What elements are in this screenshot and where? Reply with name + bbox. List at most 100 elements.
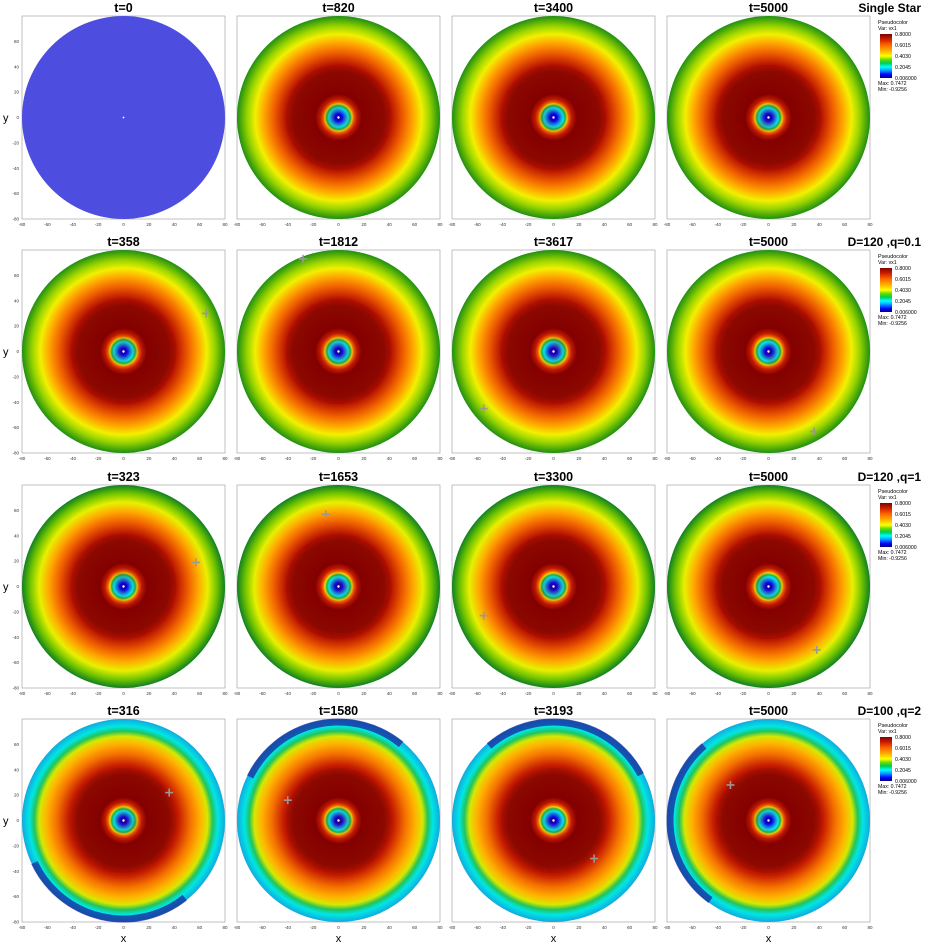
x-tick-label: -60 [259, 925, 266, 930]
legend-var: Var: vx1 [878, 26, 897, 32]
row-label: Single Star [858, 1, 921, 15]
legend-title: Pseudocolor [878, 20, 908, 26]
center-star [337, 350, 340, 353]
x-tick-label: 60 [197, 222, 203, 227]
x-tick-label: 60 [412, 222, 418, 227]
legend-min: Min: -0.9256 [878, 790, 907, 796]
y-tick-label: -20 [12, 140, 19, 145]
companion-marker [165, 788, 174, 797]
x-tick-label: -40 [499, 925, 506, 930]
x-tick-label: 80 [437, 691, 443, 696]
x-tick-label: 0 [122, 456, 125, 461]
outer-arc [486, 718, 644, 777]
x-tick-label: 80 [652, 222, 658, 227]
y-tick-label: 40 [14, 298, 20, 303]
colorbar-tick-label: 0.4030 [895, 757, 911, 763]
x-tick-label: -20 [525, 456, 532, 461]
y-tick-label: -40 [12, 635, 19, 640]
y-axis-label: y [3, 347, 9, 359]
x-tick-label: 0 [122, 222, 125, 227]
x-tick-label: 0 [122, 925, 125, 930]
center-star [552, 350, 555, 353]
y-tick-label: 60 [14, 273, 20, 278]
legend-var: Var: vx1 [878, 495, 897, 501]
x-tick-label: 60 [842, 691, 848, 696]
companion-marker [321, 510, 330, 519]
panel-title: t=5000 [749, 704, 788, 718]
x-tick-label: 60 [842, 222, 848, 227]
x-tick-label: -60 [689, 456, 696, 461]
panel: t=1812 -80 -60 -40 -20 0 20 40 60 80 [234, 235, 443, 461]
x-tick-label: -60 [474, 222, 481, 227]
center-star [767, 350, 770, 353]
x-tick-label: 60 [627, 691, 633, 696]
x-tick-label: 80 [222, 222, 228, 227]
x-tick-label: -20 [310, 222, 317, 227]
x-tick-label: -80 [664, 925, 671, 930]
panel-title: t=3617 [534, 235, 573, 249]
x-tick-label: 80 [652, 691, 658, 696]
colorbar-tick-label: 0.8000 [895, 32, 911, 38]
colorbar-tick-label: 0.4030 [895, 288, 911, 294]
x-axis-label: x [121, 933, 127, 944]
legend-var: Var: vx1 [878, 260, 897, 266]
x-tick-label: -20 [95, 456, 102, 461]
x-tick-label: -60 [689, 691, 696, 696]
legend-min: Min: -0.9256 [878, 87, 907, 93]
x-axis-label: x [336, 933, 342, 944]
x-tick-label: 60 [627, 456, 633, 461]
legend-var: Var: vx1 [878, 729, 897, 735]
x-tick-label: -60 [259, 691, 266, 696]
panel: t=5000 -80 -60 -40 -20 0 20 40 60 80 [664, 1, 873, 227]
y-tick-label: -80 [12, 920, 19, 925]
x-tick-label: 60 [627, 222, 633, 227]
center-star [767, 819, 770, 822]
x-tick-label: -20 [95, 691, 102, 696]
x-tick-label: 80 [652, 925, 658, 930]
center-star [767, 585, 770, 588]
x-tick-label: 0 [337, 691, 340, 696]
panel: t=3400 -80 -60 -40 -20 0 20 40 60 80 [449, 1, 658, 227]
x-tick-label: 0 [767, 456, 770, 461]
companion-marker [726, 780, 735, 789]
x-tick-label: -40 [714, 925, 721, 930]
x-tick-label: -80 [234, 925, 241, 930]
y-tick-label: -40 [12, 166, 19, 171]
legend-min: Min: -0.9256 [878, 556, 907, 562]
x-tick-label: 20 [791, 925, 797, 930]
x-tick-label: -40 [284, 691, 291, 696]
x-tick-label: -80 [449, 456, 456, 461]
colorbar [880, 34, 892, 78]
x-tick-label: 20 [146, 691, 152, 696]
x-tick-label: 40 [172, 691, 178, 696]
x-tick-label: 40 [817, 456, 823, 461]
panel: t=5000 -80 -60 -40 -20 0 20 40 60 80 x [664, 704, 873, 944]
colorbar-tick-label: 0.2045 [895, 65, 911, 71]
x-tick-label: 20 [576, 691, 582, 696]
x-tick-label: 60 [842, 925, 848, 930]
colorbar [880, 737, 892, 781]
y-tick-label: 0 [16, 349, 19, 354]
x-tick-label: -80 [234, 456, 241, 461]
x-tick-label: 40 [602, 925, 608, 930]
y-tick-label: -80 [12, 217, 19, 222]
x-tick-label: 20 [576, 222, 582, 227]
y-tick-label: 40 [14, 533, 20, 538]
colorbar-tick-label: 0.6015 [895, 512, 911, 518]
x-tick-label: -40 [284, 222, 291, 227]
x-tick-label: 40 [602, 222, 608, 227]
y-tick-label: -60 [12, 191, 19, 196]
y-tick-label: -80 [12, 686, 19, 691]
colorbar [880, 503, 892, 547]
y-axis-label: y [3, 816, 9, 828]
x-tick-label: -60 [474, 691, 481, 696]
x-tick-label: 0 [552, 691, 555, 696]
legend-max: Max: 0.7472 [878, 784, 907, 790]
x-tick-label: 60 [412, 925, 418, 930]
x-tick-label: -80 [19, 222, 26, 227]
x-tick-label: 80 [437, 456, 443, 461]
colorbar-tick-label: 0.2045 [895, 768, 911, 774]
x-tick-label: -80 [19, 925, 26, 930]
